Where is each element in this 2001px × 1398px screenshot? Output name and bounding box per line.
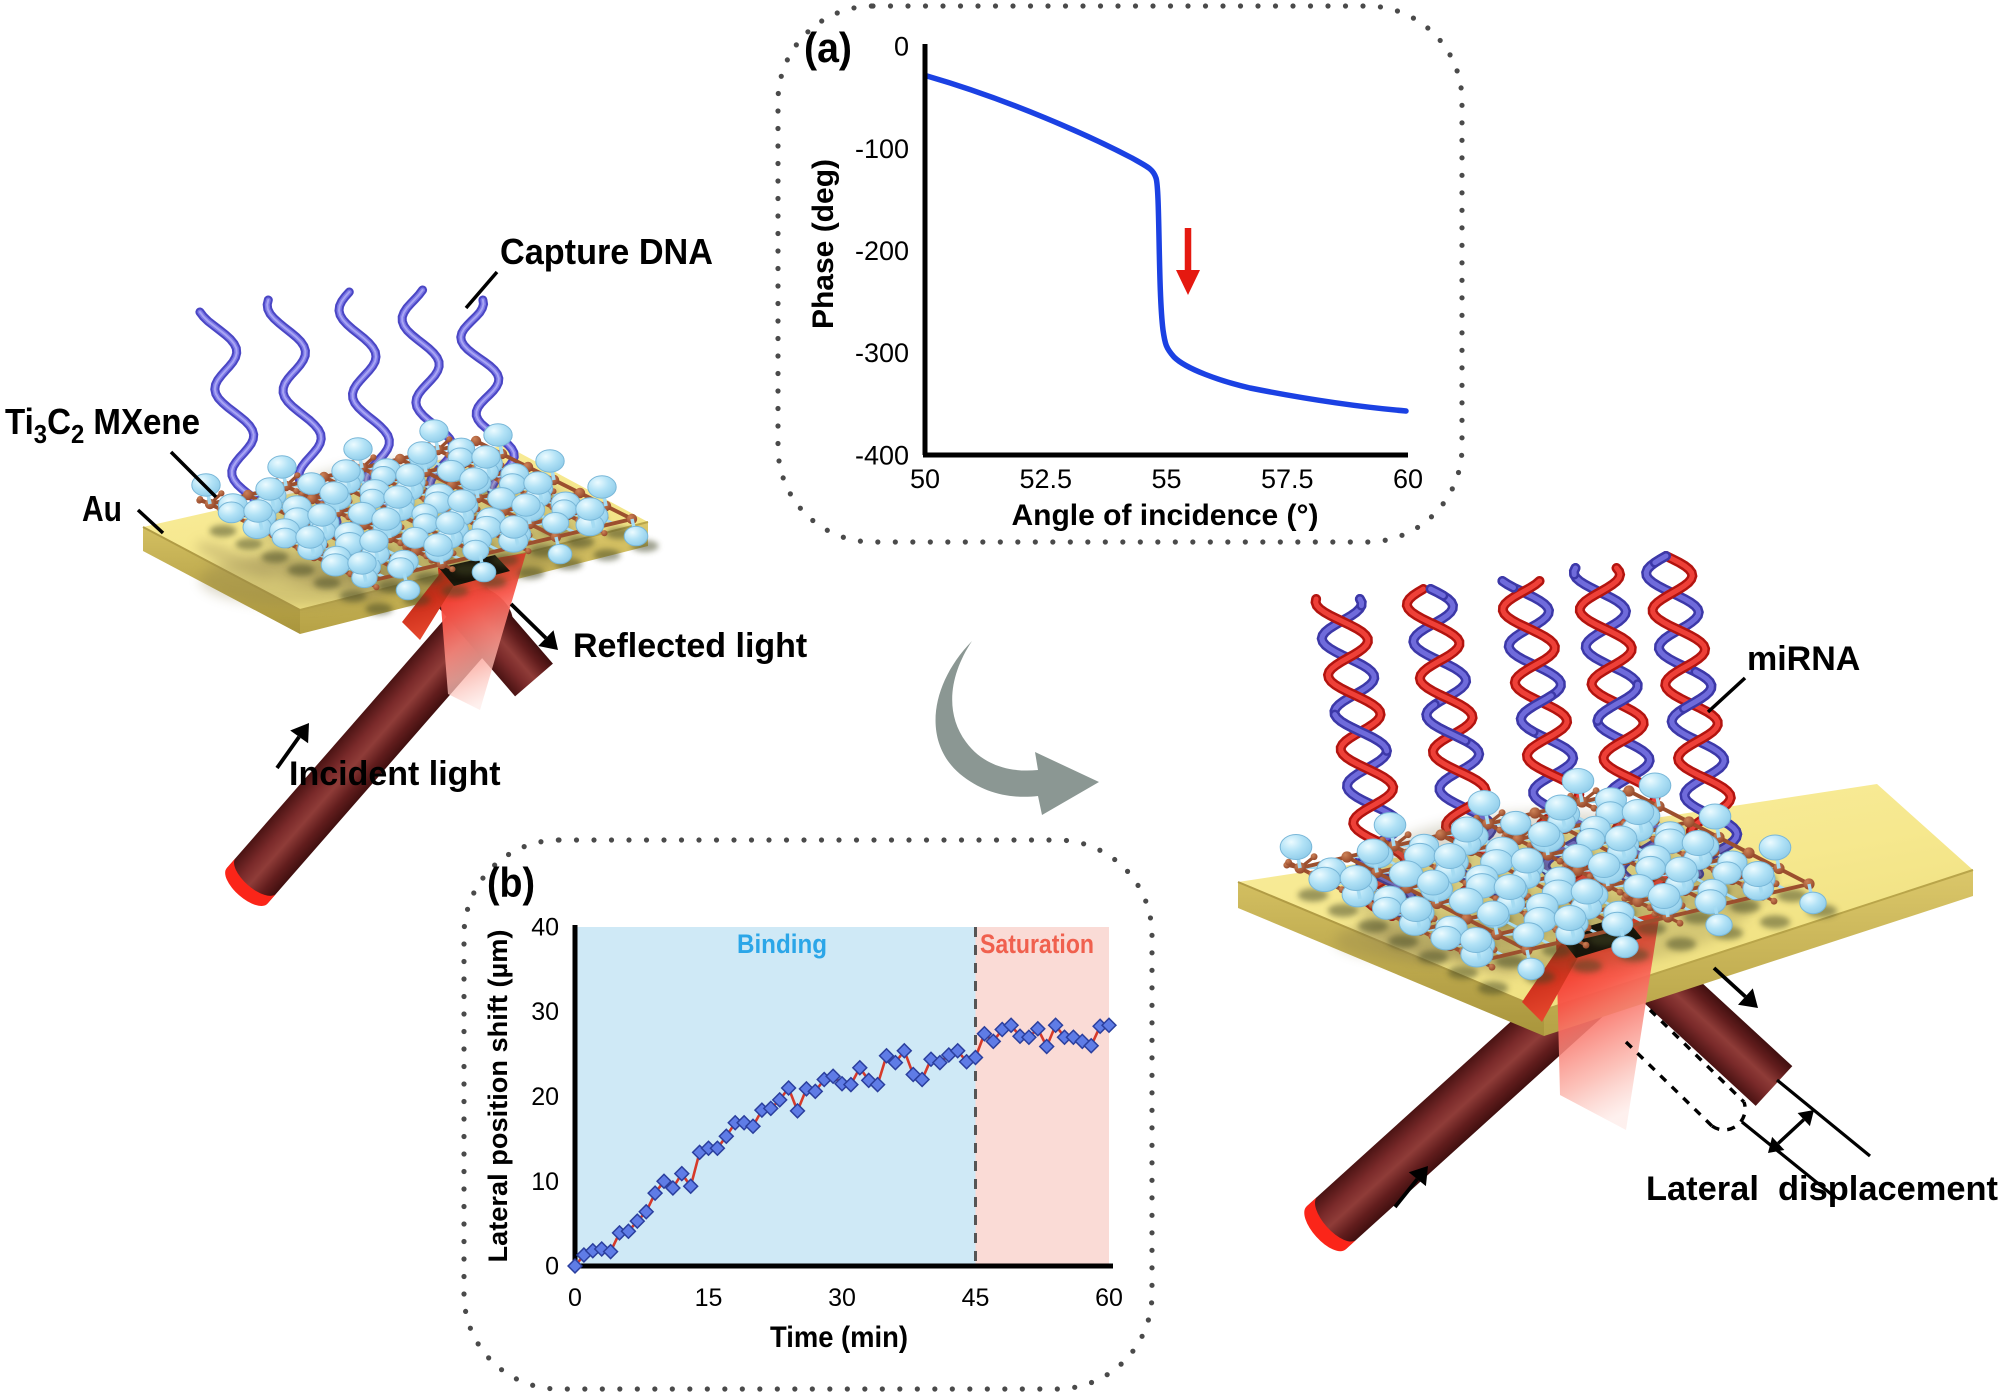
svg-text:-100: -100	[855, 134, 909, 164]
svg-text:20: 20	[531, 1083, 559, 1111]
svg-text:60: 60	[1095, 1284, 1123, 1312]
svg-text:Lateral displacement: Lateral displacement	[1646, 1170, 1998, 1208]
svg-text:45: 45	[962, 1284, 990, 1312]
svg-text:-200: -200	[855, 236, 909, 266]
svg-text:Capture DNA: Capture DNA	[500, 231, 713, 272]
svg-text:Saturation: Saturation	[980, 929, 1094, 959]
svg-text:Lateral position shift (µm): Lateral position shift (µm)	[483, 930, 513, 1263]
svg-text:Phase (deg): Phase (deg)	[807, 159, 840, 329]
svg-text:-300: -300	[855, 338, 909, 368]
svg-text:Incident light: Incident light	[289, 755, 501, 793]
svg-text:Binding: Binding	[737, 929, 827, 959]
svg-text:40: 40	[531, 914, 559, 942]
svg-text:57.5: 57.5	[1261, 464, 1314, 494]
svg-text:52.5: 52.5	[1020, 464, 1073, 494]
svg-text:(a): (a)	[804, 24, 852, 71]
svg-text:(b): (b)	[487, 859, 535, 906]
svg-text:10: 10	[531, 1168, 559, 1196]
svg-text:55: 55	[1151, 464, 1181, 494]
svg-text:Reflected light: Reflected light	[573, 627, 807, 665]
svg-text:60: 60	[1393, 464, 1423, 494]
svg-text:-400: -400	[855, 441, 909, 471]
svg-text:Time (min): Time (min)	[770, 1321, 908, 1354]
svg-text:Au: Au	[82, 488, 122, 529]
svg-text:miRNA: miRNA	[1747, 640, 1860, 678]
svg-text:Angle of incidence (°): Angle of incidence (°)	[1011, 499, 1318, 532]
svg-text:50: 50	[910, 464, 940, 494]
svg-text:0: 0	[568, 1284, 582, 1312]
svg-text:30: 30	[828, 1284, 856, 1312]
svg-text:0: 0	[894, 32, 909, 62]
svg-text:15: 15	[695, 1284, 723, 1312]
svg-text:30: 30	[531, 998, 559, 1026]
svg-text:0: 0	[545, 1253, 559, 1281]
